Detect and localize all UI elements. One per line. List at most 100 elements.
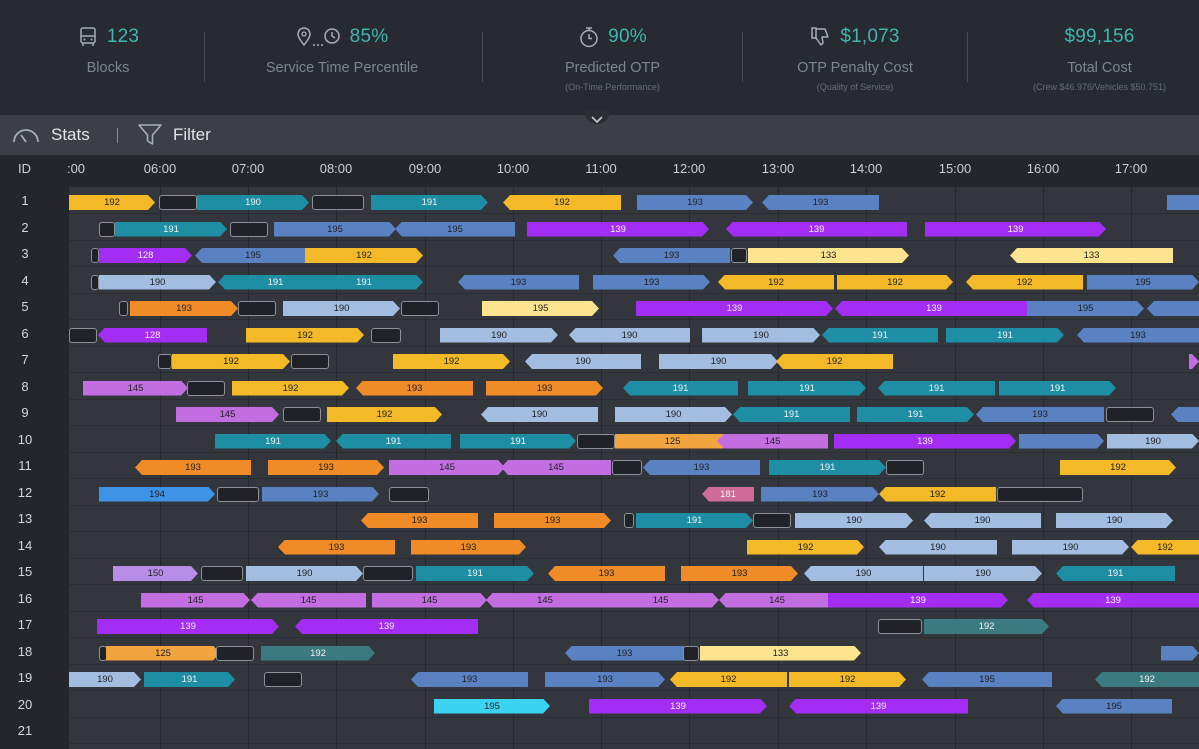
- trip-bar[interactable]: 190: [283, 301, 400, 316]
- trip-bar[interactable]: 193: [565, 645, 684, 661]
- trip-bar[interactable]: 145: [176, 407, 279, 422]
- trip-bar[interactable]: 191: [215, 434, 331, 449]
- trip-bar[interactable]: 193: [458, 274, 579, 290]
- trip-bar[interactable]: 192: [837, 275, 953, 290]
- trip-bar[interactable]: 133: [748, 248, 909, 263]
- layover-block[interactable]: [119, 301, 128, 316]
- trip-bar[interactable]: 190: [197, 195, 309, 210]
- trip-bar[interactable]: [1167, 195, 1199, 210]
- layover-block[interactable]: [371, 327, 401, 343]
- trip-bar[interactable]: 190: [69, 672, 141, 687]
- trip-bar[interactable]: 181: [702, 486, 754, 502]
- trip-bar[interactable]: 139: [527, 222, 709, 237]
- trip-bar[interactable]: 191: [1056, 566, 1175, 581]
- trip-bar[interactable]: 191: [822, 327, 938, 343]
- layover-block[interactable]: [683, 645, 699, 661]
- layover-block[interactable]: [158, 354, 172, 369]
- trip-bar[interactable]: 195: [395, 221, 515, 237]
- trip-bar[interactable]: 190: [1056, 513, 1173, 528]
- trip-bar[interactable]: 191: [946, 328, 1064, 343]
- trip-bar[interactable]: 190: [804, 566, 923, 581]
- trip-bar[interactable]: 195: [434, 699, 550, 714]
- trip-bar[interactable]: [1171, 407, 1199, 422]
- trip-bar[interactable]: 133: [700, 646, 861, 661]
- trip-bar[interactable]: 145: [501, 460, 611, 475]
- trip-bar[interactable]: 192: [747, 540, 864, 555]
- trip-bar[interactable]: 193: [548, 566, 665, 581]
- trip-bar[interactable]: 191: [305, 275, 423, 290]
- trip-bar[interactable]: 193: [411, 672, 528, 687]
- trip-bar[interactable]: 190: [569, 327, 690, 343]
- trip-bar[interactable]: 193: [486, 381, 603, 396]
- trip-bar[interactable]: [1019, 434, 1104, 449]
- layover-block[interactable]: [731, 248, 747, 263]
- trip-bar[interactable]: 194: [99, 487, 215, 502]
- trip-bar[interactable]: 191: [769, 460, 886, 475]
- layover-block[interactable]: [91, 248, 99, 263]
- trip-bar[interactable]: 145: [251, 592, 366, 608]
- layover-block[interactable]: [886, 460, 924, 475]
- trip-bar[interactable]: 192: [670, 672, 787, 687]
- layover-block[interactable]: [363, 566, 413, 581]
- trip-bar[interactable]: 195: [195, 248, 311, 263]
- trip-bar[interactable]: 128: [99, 248, 192, 263]
- trip-bar[interactable]: 192: [232, 381, 349, 396]
- trip-bar[interactable]: 145: [141, 593, 250, 608]
- trip-bar[interactable]: 191: [416, 566, 534, 581]
- layover-block[interactable]: [753, 513, 791, 528]
- trip-bar[interactable]: 193: [356, 380, 473, 396]
- trip-bar[interactable]: 139: [97, 619, 279, 634]
- trip-bar[interactable]: 192: [305, 248, 423, 263]
- trip-bar[interactable]: 193: [681, 566, 798, 581]
- trip-bar[interactable]: 192: [261, 646, 375, 661]
- trip-bar[interactable]: 192: [69, 195, 155, 210]
- trip-bar[interactable]: 195: [482, 301, 599, 316]
- trip-bar[interactable]: 191: [460, 434, 576, 449]
- trip-bar[interactable]: 193: [278, 539, 395, 555]
- layover-block[interactable]: [1106, 407, 1154, 422]
- layover-block[interactable]: [187, 380, 225, 396]
- trip-bar[interactable]: 192: [718, 274, 834, 290]
- layover-block[interactable]: [283, 407, 321, 422]
- trip-bar[interactable]: 191: [878, 380, 995, 396]
- trip-bar[interactable]: 193: [130, 301, 238, 316]
- trip-bar[interactable]: 139: [726, 221, 907, 237]
- trip-bar[interactable]: 193: [613, 248, 730, 263]
- layover-block[interactable]: [878, 619, 922, 634]
- filter-button[interactable]: Filter: [137, 115, 211, 155]
- layover-block[interactable]: [230, 221, 268, 237]
- trip-bar[interactable]: 193: [593, 275, 710, 290]
- trip-bar[interactable]: [1161, 646, 1199, 661]
- trip-bar[interactable]: 145: [372, 593, 487, 608]
- trip-bar[interactable]: 191: [336, 433, 451, 449]
- trip-bar[interactable]: 139: [828, 593, 1008, 608]
- trip-bar[interactable]: 192: [966, 274, 1083, 290]
- trip-bar[interactable]: 139: [789, 698, 968, 714]
- trip-bar[interactable]: 139: [835, 301, 1033, 316]
- trip-bar[interactable]: 139: [925, 222, 1106, 237]
- layover-block[interactable]: [264, 672, 302, 687]
- layover-block[interactable]: [389, 486, 429, 502]
- trip-bar[interactable]: 195: [1027, 301, 1144, 316]
- trip-bar[interactable]: 125: [106, 646, 220, 661]
- trip-bar[interactable]: 193: [262, 487, 379, 502]
- trip-bar[interactable]: 193: [411, 540, 526, 555]
- trip-bar[interactable]: 191: [115, 222, 227, 237]
- trip-bar[interactable]: 193: [976, 407, 1104, 422]
- layover-block[interactable]: [216, 645, 254, 661]
- trip-bar[interactable]: 190: [525, 354, 641, 369]
- layover-block[interactable]: [91, 274, 99, 290]
- trip-bar[interactable]: 192: [503, 195, 621, 210]
- trip-bar[interactable]: 191: [748, 381, 866, 396]
- layover-block[interactable]: [99, 221, 115, 237]
- trip-bar[interactable]: 125: [615, 434, 730, 449]
- trip-bar[interactable]: 192: [789, 672, 906, 687]
- trip-bar[interactable]: 190: [702, 328, 820, 343]
- trip-bar[interactable]: 193: [761, 487, 879, 502]
- trip-bar[interactable]: [1147, 301, 1199, 316]
- trip-bar[interactable]: 192: [1060, 460, 1176, 475]
- trip-bar[interactable]: 192: [172, 354, 290, 369]
- trip-bar[interactable]: 190: [440, 328, 558, 343]
- trip-bar[interactable]: 193: [637, 195, 753, 210]
- trip-bar[interactable]: 139: [589, 699, 767, 714]
